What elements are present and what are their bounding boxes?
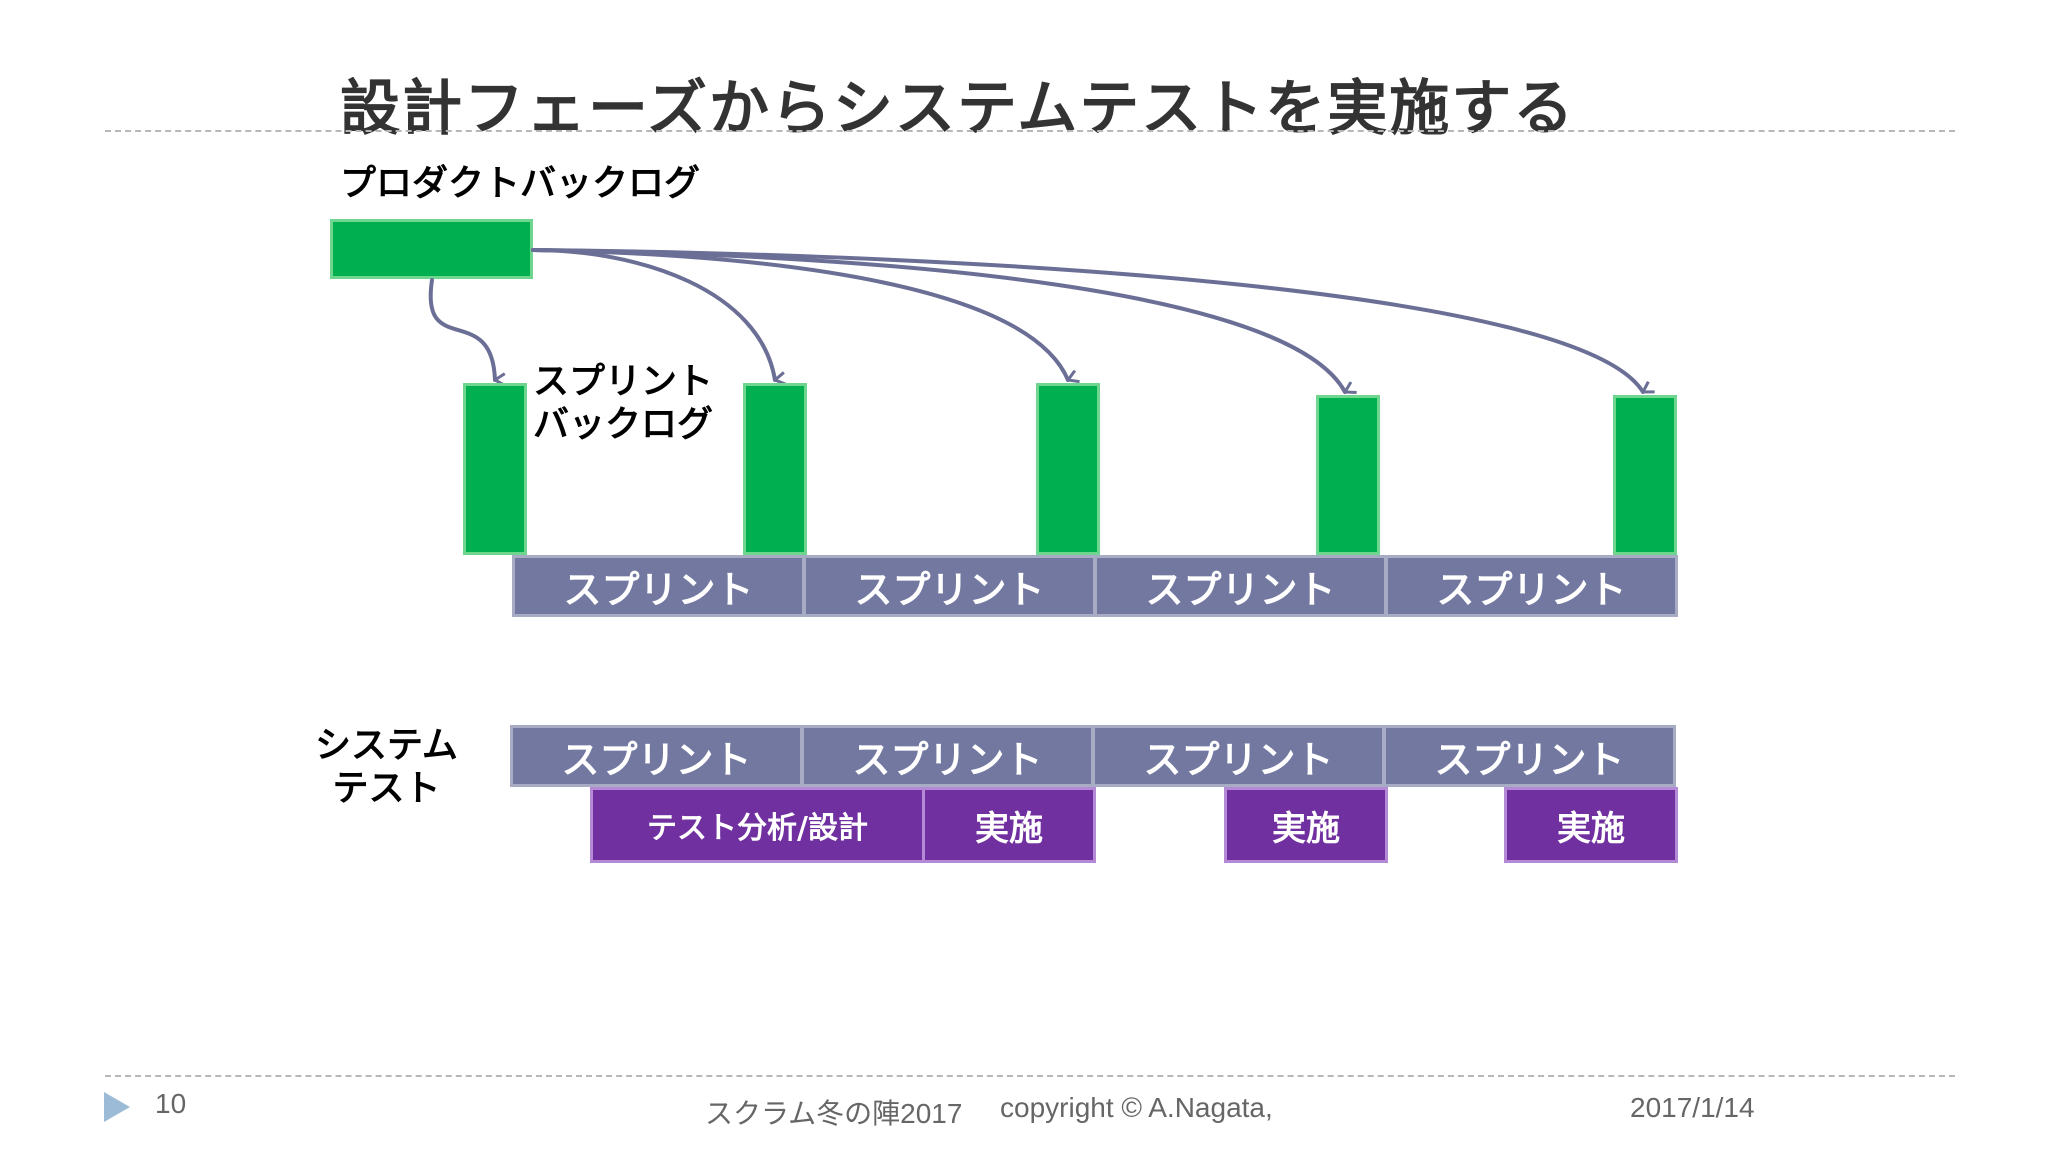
system-test-label: システム テスト [315, 724, 458, 810]
test-execution-task: 実施 [1224, 787, 1388, 863]
sprint-backlog-label-line2: バックログ [533, 404, 714, 446]
sprint-backlog-box [1316, 395, 1380, 555]
dev-sprint-4: スプリント [1385, 555, 1678, 617]
system-test-label-line1: システム [315, 725, 458, 766]
sprint-backlog-box [463, 383, 527, 555]
footer-event: スクラム冬の陣2017 [705, 1098, 963, 1129]
arrow-to-sprint-backlog-5 [531, 248, 1643, 394]
test-sprint-3: スプリント [1092, 725, 1385, 787]
sprint-backlog-label-line1: スプリント [533, 361, 714, 402]
system-test-label-line2: テスト [332, 768, 441, 810]
test-analysis-design-task: テスト分析/設計 [590, 787, 925, 863]
sprint-backlog-box [1613, 395, 1677, 555]
test-execution-task: 実施 [1504, 787, 1678, 863]
test-sprint-2: スプリント [801, 725, 1094, 787]
product-backlog-label: プロダクトバックログ [340, 163, 701, 204]
title-divider [105, 130, 1955, 132]
slide-title: 設計フェーズからシステムテストを実施する [340, 74, 1576, 144]
dev-sprint-1: スプリント [512, 555, 805, 617]
footer-divider [105, 1075, 1955, 1077]
sprint-backlog-label: スプリント バックログ [533, 360, 713, 446]
test-sprint-4: スプリント [1383, 725, 1676, 787]
footer-triangle-icon [104, 1092, 130, 1122]
sprint-backlog-box [1036, 383, 1100, 555]
dev-sprint-3: スプリント [1094, 555, 1387, 617]
arrow-to-sprint-backlog-1 [428, 278, 495, 380]
page-number: 10 [155, 1088, 187, 1119]
dev-sprint-2: スプリント [803, 555, 1096, 617]
sprint-backlog-box [743, 383, 807, 555]
test-sprint-1: スプリント [510, 725, 803, 787]
footer-copyright: copyright © A.Nagata, [1000, 1092, 1273, 1123]
footer-date: 2017/1/14 [1630, 1092, 1755, 1123]
test-execution-task: 実施 [922, 787, 1096, 863]
